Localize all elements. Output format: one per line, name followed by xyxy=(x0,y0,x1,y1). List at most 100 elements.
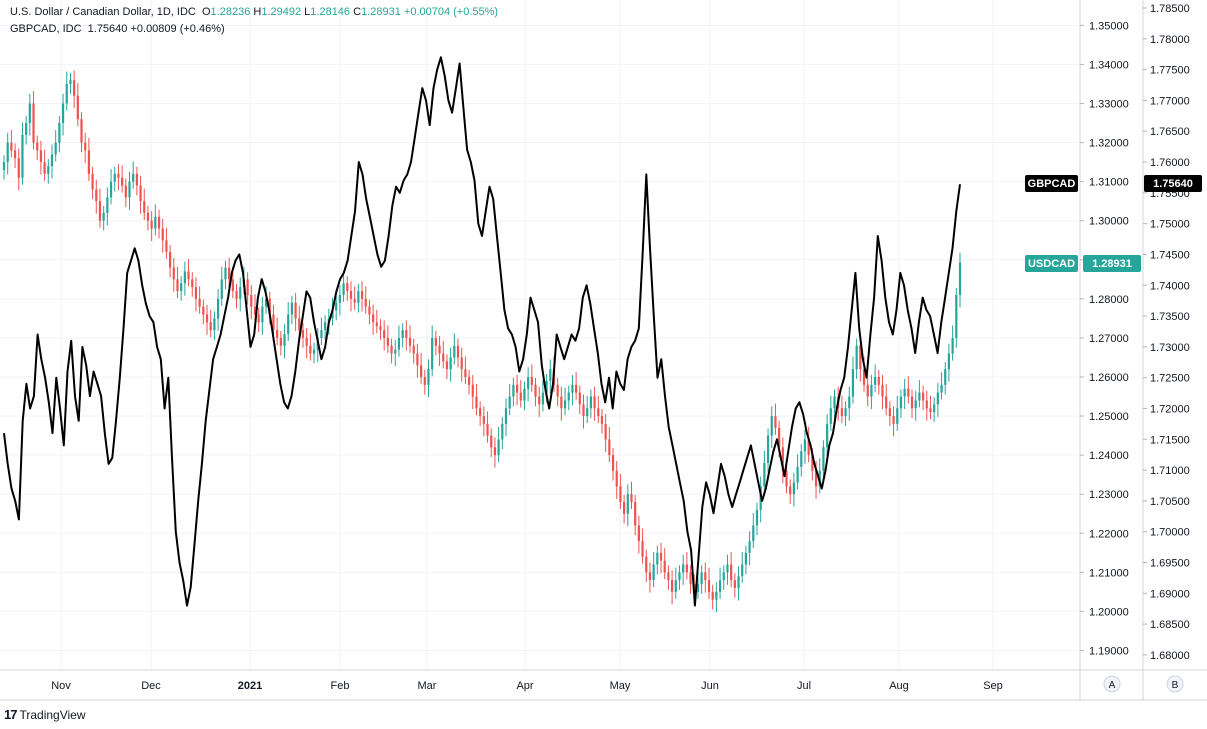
price-tick-label-left: 1.35000 xyxy=(1089,20,1129,32)
legend-compare-title[interactable]: GBPCAD, IDC xyxy=(10,23,82,35)
candle xyxy=(866,377,869,407)
candle-body xyxy=(803,439,807,452)
candle xyxy=(940,372,943,400)
candle xyxy=(803,429,807,464)
candle xyxy=(305,328,308,359)
candle xyxy=(604,414,607,453)
candle xyxy=(205,304,209,335)
legend-symbol-title[interactable]: U.S. Dollar / Canadian Dollar, 1D, IDC xyxy=(10,6,196,18)
candle-body xyxy=(493,447,497,456)
candle-body xyxy=(892,416,895,424)
candle-body xyxy=(766,435,770,463)
candle-body xyxy=(191,279,194,288)
price-tick-label-right: 1.77000 xyxy=(1150,95,1190,107)
candle-body xyxy=(312,349,316,354)
candle-body xyxy=(301,330,305,338)
candle xyxy=(659,543,663,574)
candle xyxy=(261,296,264,335)
candle-body xyxy=(28,103,31,124)
candle xyxy=(645,549,648,583)
candle-body xyxy=(76,95,79,120)
candle xyxy=(515,375,519,406)
tradingview-logo-icon: 17 xyxy=(4,707,18,722)
candle-body xyxy=(401,330,404,338)
candle-body xyxy=(375,322,378,327)
candle-body xyxy=(216,298,220,319)
candle xyxy=(183,261,186,296)
candle xyxy=(121,165,124,193)
candle xyxy=(792,472,796,507)
candle-body xyxy=(637,525,640,542)
price-tick-label-right: 1.70500 xyxy=(1150,496,1190,508)
candle xyxy=(512,377,515,407)
candle xyxy=(921,385,925,411)
candle xyxy=(416,343,419,378)
scale-a-button[interactable]: A xyxy=(1103,675,1121,693)
price-axis-right-scale[interactable]: 1.78500 1.78000 1.77500 1.77000 1.76500 1.760… xyxy=(1142,0,1190,700)
candle-body xyxy=(910,396,914,409)
candle-body xyxy=(349,291,353,299)
candle xyxy=(276,317,279,345)
candle-body xyxy=(298,318,301,331)
candle xyxy=(139,175,142,214)
time-axis[interactable]: Nov Dec 2021 Feb Mar Apr May Jun Jul Aug Sep xyxy=(0,669,1207,701)
price-axis-left-scale[interactable]: 1.35000 1.34000 1.33000 1.32000 1.31000 1.300… xyxy=(1079,0,1129,700)
candle-body xyxy=(257,314,260,323)
price-tick-label-left: 1.23000 xyxy=(1089,489,1129,501)
branding[interactable]: 17 TradingView xyxy=(4,707,86,722)
candle-body xyxy=(198,298,201,307)
legend-low-value: 1.28146 xyxy=(310,6,351,18)
candle-body xyxy=(106,197,109,213)
candle xyxy=(375,309,378,334)
candle-body xyxy=(379,326,382,331)
usdcad-value-badge: 1.28931 xyxy=(1083,255,1141,272)
candle-body xyxy=(556,384,559,397)
candle-body xyxy=(578,392,581,405)
candle xyxy=(678,565,681,590)
scale-b-button[interactable]: B xyxy=(1166,675,1184,693)
candle xyxy=(670,570,674,605)
candle xyxy=(412,338,415,364)
usdcad-label-badge: USDCAD xyxy=(1025,255,1078,272)
candle-body xyxy=(419,365,423,377)
candle-body xyxy=(593,396,596,409)
candle xyxy=(519,380,522,408)
price-tick-label-right: 1.72000 xyxy=(1150,403,1190,415)
candle xyxy=(10,130,13,158)
legend-close-label: C xyxy=(353,6,362,18)
candle-body xyxy=(600,416,604,424)
candle xyxy=(490,428,493,458)
candle-body xyxy=(519,392,522,401)
candle-body xyxy=(172,267,175,280)
candle xyxy=(338,285,341,316)
candle xyxy=(538,386,541,417)
candle xyxy=(294,293,297,331)
price-tick-label-left: 1.19000 xyxy=(1089,645,1129,657)
candle xyxy=(246,272,249,305)
candle-body xyxy=(490,435,493,448)
candle xyxy=(98,188,102,228)
candle xyxy=(453,333,456,365)
candle xyxy=(353,286,356,310)
candle-body xyxy=(98,201,102,221)
candle xyxy=(213,311,216,340)
candle-body xyxy=(434,337,437,346)
candle xyxy=(718,567,722,599)
candle xyxy=(936,382,939,417)
price-tick-label-right: 1.78500 xyxy=(1150,3,1190,15)
candle-body xyxy=(597,408,600,417)
candle-body xyxy=(342,283,345,295)
usdcad-candles xyxy=(2,70,962,613)
candle xyxy=(674,567,677,599)
candle xyxy=(482,406,485,437)
candle-body xyxy=(575,384,578,393)
candle xyxy=(50,144,54,179)
candle-body xyxy=(696,584,700,592)
legend-compare: GBPCAD, IDC 1.75640 +0.00809 (+0.46%) xyxy=(10,23,225,35)
candle xyxy=(829,395,832,431)
candle-body xyxy=(50,154,54,167)
candle-body xyxy=(213,318,216,331)
candle-body xyxy=(534,384,537,397)
price-tick-label-left: 1.21000 xyxy=(1089,567,1129,579)
